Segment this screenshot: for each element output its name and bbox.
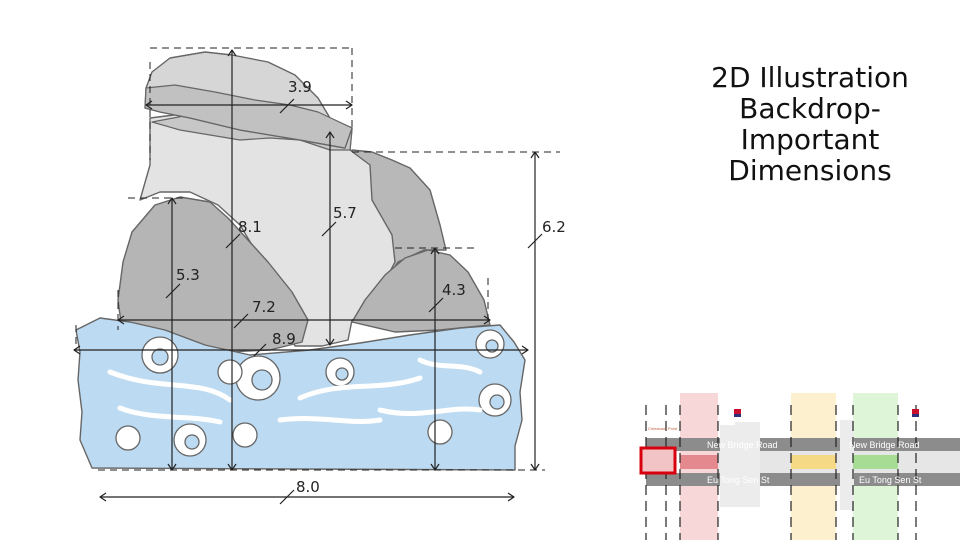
zone-green-road-tint (853, 455, 898, 469)
top-rock-shade (144, 84, 353, 149)
mrt-icon-east (912, 409, 919, 417)
dim-top-rock-width: 3.9 (288, 78, 312, 96)
building-tower (735, 422, 760, 442)
backdrop-illustration: 3.9 8.1 5.7 6.2 5.3 4.3 7.2 8.9 8.0 (73, 47, 566, 505)
building-block-east (840, 420, 854, 510)
title-line: 2D Illustration (711, 61, 909, 94)
cloud-streaks (107, 357, 483, 425)
dim-center-rock-height: 5.7 (333, 204, 357, 222)
right-small-rock (351, 249, 491, 333)
dim-rock-base-width: 7.2 (252, 298, 276, 316)
map-dashed-guides (645, 405, 917, 540)
dimension-labels: 3.9 8.1 5.7 6.2 5.3 4.3 7.2 8.9 8.0 (176, 78, 566, 496)
mrt-icon (734, 409, 741, 417)
title-line: Dimensions (728, 154, 892, 187)
title-line: Backdrop- (739, 92, 881, 125)
road-cross-band (718, 451, 960, 473)
street-label-new-bridge-east: New Bridge Road (849, 440, 920, 450)
title-line: Important (740, 123, 880, 156)
street-label-new-bridge-west: New Bridge Road (707, 440, 778, 450)
location-highlight (639, 446, 677, 475)
dim-left-rock-height: 5.3 (176, 266, 200, 284)
dim-overall-width: 8.0 (296, 478, 320, 496)
dim-right-rock-height: 4.3 (442, 281, 466, 299)
cloud-swirls (115, 329, 512, 457)
dim-top-rock-height: 8.1 (238, 218, 262, 236)
dim-cloud-width: 8.9 (272, 330, 296, 348)
street-label-eu-tong-sen-west: Eu Tong Sen St (707, 475, 770, 485)
street-label-eu-tong-sen-east: Eu Tong Sen St (859, 475, 922, 485)
dim-right-stack-height: 6.2 (542, 218, 566, 236)
dimension-lines (73, 47, 560, 505)
landmark-label: Chinatown Point (648, 426, 678, 431)
zone-yellow-road-tint (791, 455, 836, 469)
zone-pink-road-tint (680, 455, 718, 469)
slide-title: 2D Illustration Backdrop- Important Dime… (690, 62, 930, 186)
location-map: Chinatown Point New Bridge Road New Brid… (639, 393, 960, 540)
